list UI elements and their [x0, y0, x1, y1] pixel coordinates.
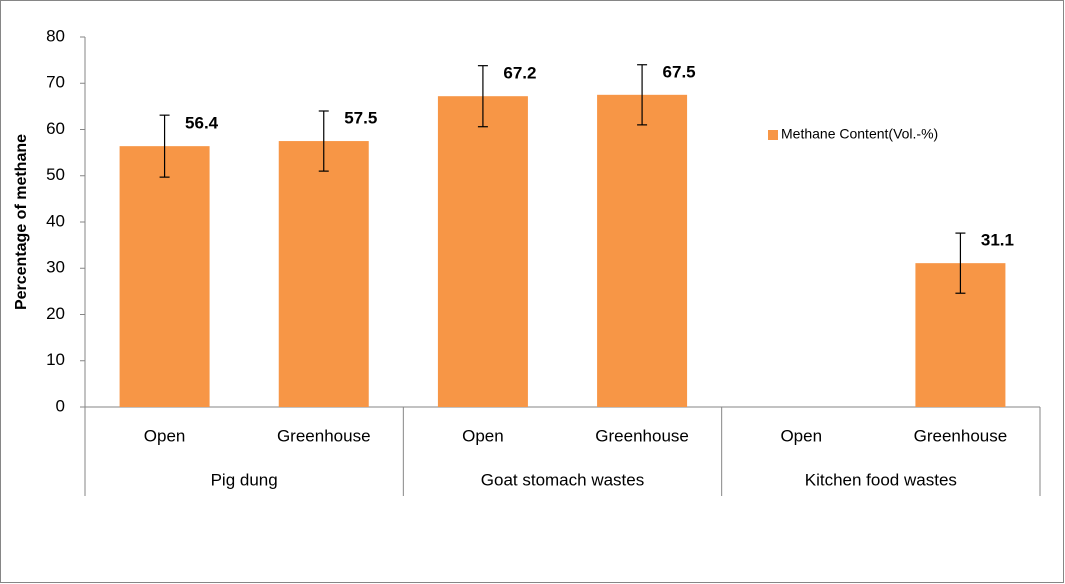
y-axis-title: Percentage of methane: [13, 134, 30, 310]
data-label: 67.2: [503, 64, 536, 83]
data-label: 57.5: [344, 109, 377, 128]
bar: [437, 96, 528, 407]
x-tick-label: Greenhouse: [914, 426, 1008, 445]
x-tick-label: Greenhouse: [595, 426, 689, 445]
x-tick-label: Open: [144, 426, 186, 445]
data-label: 67.5: [663, 62, 696, 81]
y-tick-label: 70: [46, 73, 65, 92]
legend-label: Methane Content(Vol.-%): [781, 126, 938, 142]
group-label: Kitchen food wastes: [805, 470, 957, 489]
x-tick-label: Open: [780, 426, 822, 445]
y-tick-label: 50: [46, 165, 65, 184]
y-tick-label: 0: [56, 396, 65, 415]
data-label: 31.1: [981, 231, 1014, 250]
bar: [278, 141, 369, 407]
bar: [119, 146, 210, 407]
y-tick-label: 10: [46, 350, 65, 369]
y-tick-label: 60: [46, 119, 65, 138]
group-label: Goat stomach wastes: [481, 470, 644, 489]
legend-swatch: [768, 130, 778, 140]
x-tick-label: Greenhouse: [277, 426, 371, 445]
y-tick-label: 30: [46, 258, 65, 277]
group-label: Pig dung: [211, 470, 278, 489]
data-label: 56.4: [185, 114, 219, 133]
y-tick-label: 80: [46, 26, 65, 45]
y-tick-label: 40: [46, 211, 65, 230]
bar: [597, 94, 688, 407]
y-tick-label: 20: [46, 304, 65, 323]
x-tick-label: Open: [462, 426, 504, 445]
